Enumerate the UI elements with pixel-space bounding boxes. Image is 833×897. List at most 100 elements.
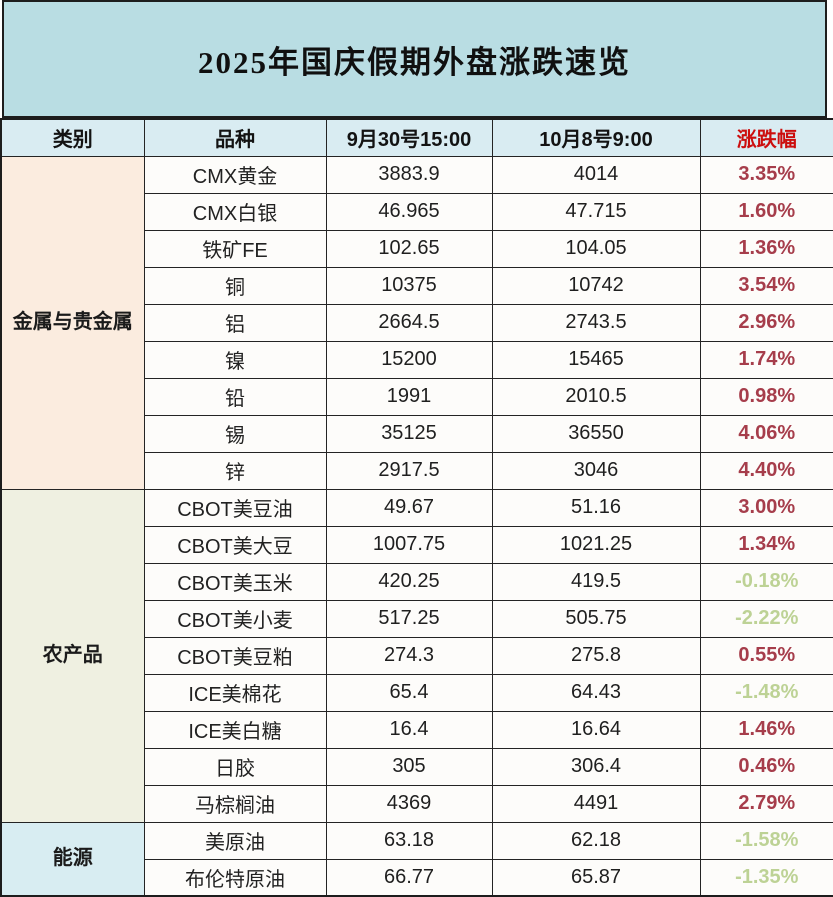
price-oct8-cell: 3046	[491, 451, 701, 490]
price-sep30-cell: 305	[325, 747, 493, 786]
price-oct8-cell: 4014	[491, 155, 701, 194]
table-row: CBOT美小麦 517.25 505.75 -2.22%	[1, 599, 833, 638]
table-row: 能源 美原油 63.18 62.18 -1.58%	[0, 821, 833, 897]
price-sep30-cell: 420.25	[325, 562, 493, 601]
table-row: CBOT美玉米 420.25 419.5 -0.18%	[1, 562, 833, 601]
price-oct8-cell: 15465	[491, 340, 701, 379]
variety-cell: 铜	[143, 266, 327, 305]
price-sep30-cell: 63.18	[325, 821, 493, 860]
change-percent-cell: -1.48%	[699, 673, 833, 712]
variety-cell: CBOT美大豆	[143, 525, 327, 564]
table-row: CBOT美大豆 1007.75 1021.25 1.34%	[1, 525, 833, 564]
table-row: CMX白银 46.965 47.715 1.60%	[1, 192, 833, 231]
table-body: 金属与贵金属 CMX黄金 3883.9 4014 3.35% CMX白银 46.965 47.…	[0, 155, 833, 897]
variety-cell: 美原油	[143, 821, 327, 860]
variety-cell: CBOT美玉米	[143, 562, 327, 601]
column-header-time1: 9月30号15:00	[325, 118, 493, 157]
price-oct8-cell: 51.16	[491, 488, 701, 527]
price-sep30-cell: 35125	[325, 414, 493, 453]
change-percent-cell: 0.55%	[699, 636, 833, 675]
price-oct8-cell: 10742	[491, 266, 701, 305]
price-sep30-cell: 49.67	[325, 488, 493, 527]
change-percent-cell: 1.36%	[699, 229, 833, 268]
table-row: 铜 10375 10742 3.54%	[1, 266, 833, 305]
table-row: ICE美白糖 16.4 16.64 1.46%	[1, 710, 833, 749]
price-sep30-cell: 66.77	[325, 858, 493, 897]
change-percent-cell: -2.22%	[699, 599, 833, 638]
price-oct8-cell: 36550	[491, 414, 701, 453]
price-oct8-cell: 16.64	[491, 710, 701, 749]
variety-cell: 铝	[143, 303, 327, 342]
price-oct8-cell: 4491	[491, 784, 701, 823]
market-quotes-table: 类别 品种 9月30号15:00 10月8号9:00 涨跌幅 金属与贵金属 CMX…	[0, 118, 833, 897]
change-percent-cell: -1.35%	[699, 858, 833, 897]
price-sep30-cell: 2917.5	[325, 451, 493, 490]
variety-cell: 锡	[143, 414, 327, 453]
change-percent-cell: 1.46%	[699, 710, 833, 749]
variety-cell: 铅	[143, 377, 327, 416]
price-oct8-cell: 47.715	[491, 192, 701, 231]
change-percent-cell: 3.00%	[699, 488, 833, 527]
price-sep30-cell: 517.25	[325, 599, 493, 638]
variety-cell: 布伦特原油	[143, 858, 327, 897]
variety-cell: ICE美棉花	[143, 673, 327, 712]
price-sep30-cell: 1991	[325, 377, 493, 416]
price-sep30-cell: 2664.5	[325, 303, 493, 342]
change-percent-cell: 4.40%	[699, 451, 833, 490]
table-row: 农产品 CBOT美豆油 49.67 51.16 3.00%	[0, 488, 833, 823]
column-header-category: 类别	[0, 118, 145, 157]
change-percent-cell: 3.35%	[699, 155, 833, 194]
price-oct8-cell: 2743.5	[491, 303, 701, 342]
change-percent-cell: 0.46%	[699, 747, 833, 786]
price-oct8-cell: 419.5	[491, 562, 701, 601]
category-cell: 金属与贵金属	[0, 155, 145, 490]
column-header-time2: 10月8号9:00	[491, 118, 701, 157]
change-percent-cell: 2.96%	[699, 303, 833, 342]
category-cell: 能源	[0, 821, 145, 897]
price-oct8-cell: 62.18	[491, 821, 701, 860]
change-percent-cell: 3.54%	[699, 266, 833, 305]
price-sep30-cell: 46.965	[325, 192, 493, 231]
variety-cell: CBOT美豆粕	[143, 636, 327, 675]
price-sep30-cell: 10375	[325, 266, 493, 305]
variety-cell: CBOT美小麦	[143, 599, 327, 638]
change-percent-cell: 4.06%	[699, 414, 833, 453]
price-oct8-cell: 306.4	[491, 747, 701, 786]
table-row: 铅 1991 2010.5 0.98%	[1, 377, 833, 416]
price-sep30-cell: 15200	[325, 340, 493, 379]
table-row: 马棕榈油 4369 4491 2.79%	[1, 784, 833, 823]
price-sep30-cell: 65.4	[325, 673, 493, 712]
table-row: 铝 2664.5 2743.5 2.96%	[1, 303, 833, 342]
table-row: 锡 35125 36550 4.06%	[1, 414, 833, 453]
price-sep30-cell: 16.4	[325, 710, 493, 749]
change-percent-cell: -0.18%	[699, 562, 833, 601]
price-oct8-cell: 2010.5	[491, 377, 701, 416]
price-oct8-cell: 65.87	[491, 858, 701, 897]
price-sep30-cell: 4369	[325, 784, 493, 823]
price-sep30-cell: 3883.9	[325, 155, 493, 194]
variety-cell: 马棕榈油	[143, 784, 327, 823]
table-row: 金属与贵金属 CMX黄金 3883.9 4014 3.35%	[0, 155, 833, 490]
price-sep30-cell: 274.3	[325, 636, 493, 675]
header-row: 类别 品种 9月30号15:00 10月8号9:00 涨跌幅	[0, 118, 833, 157]
table-header: 类别 品种 9月30号15:00 10月8号9:00 涨跌幅	[0, 118, 833, 157]
change-percent-cell: 1.34%	[699, 525, 833, 564]
title-banner: 2025年国庆假期外盘涨跌速览	[2, 0, 827, 118]
price-oct8-cell: 505.75	[491, 599, 701, 638]
column-header-change: 涨跌幅	[699, 118, 833, 157]
price-oct8-cell: 104.05	[491, 229, 701, 268]
change-percent-cell: -1.58%	[699, 821, 833, 860]
table-row: 布伦特原油 66.77 65.87 -1.35%	[1, 858, 833, 897]
variety-cell: CMX黄金	[143, 155, 327, 194]
table-row: 锌 2917.5 3046 4.40%	[1, 451, 833, 490]
variety-cell: CBOT美豆油	[143, 488, 327, 527]
price-sep30-cell: 1007.75	[325, 525, 493, 564]
change-percent-cell: 1.60%	[699, 192, 833, 231]
variety-cell: 铁矿FE	[143, 229, 327, 268]
table-row: 铁矿FE 102.65 104.05 1.36%	[1, 229, 833, 268]
price-sep30-cell: 102.65	[325, 229, 493, 268]
table-row: 镍 15200 15465 1.74%	[1, 340, 833, 379]
page-title: 2025年国庆假期外盘涨跌速览	[198, 44, 631, 80]
table-row: CBOT美豆粕 274.3 275.8 0.55%	[1, 636, 833, 675]
table-row: 日胶 305 306.4 0.46%	[1, 747, 833, 786]
